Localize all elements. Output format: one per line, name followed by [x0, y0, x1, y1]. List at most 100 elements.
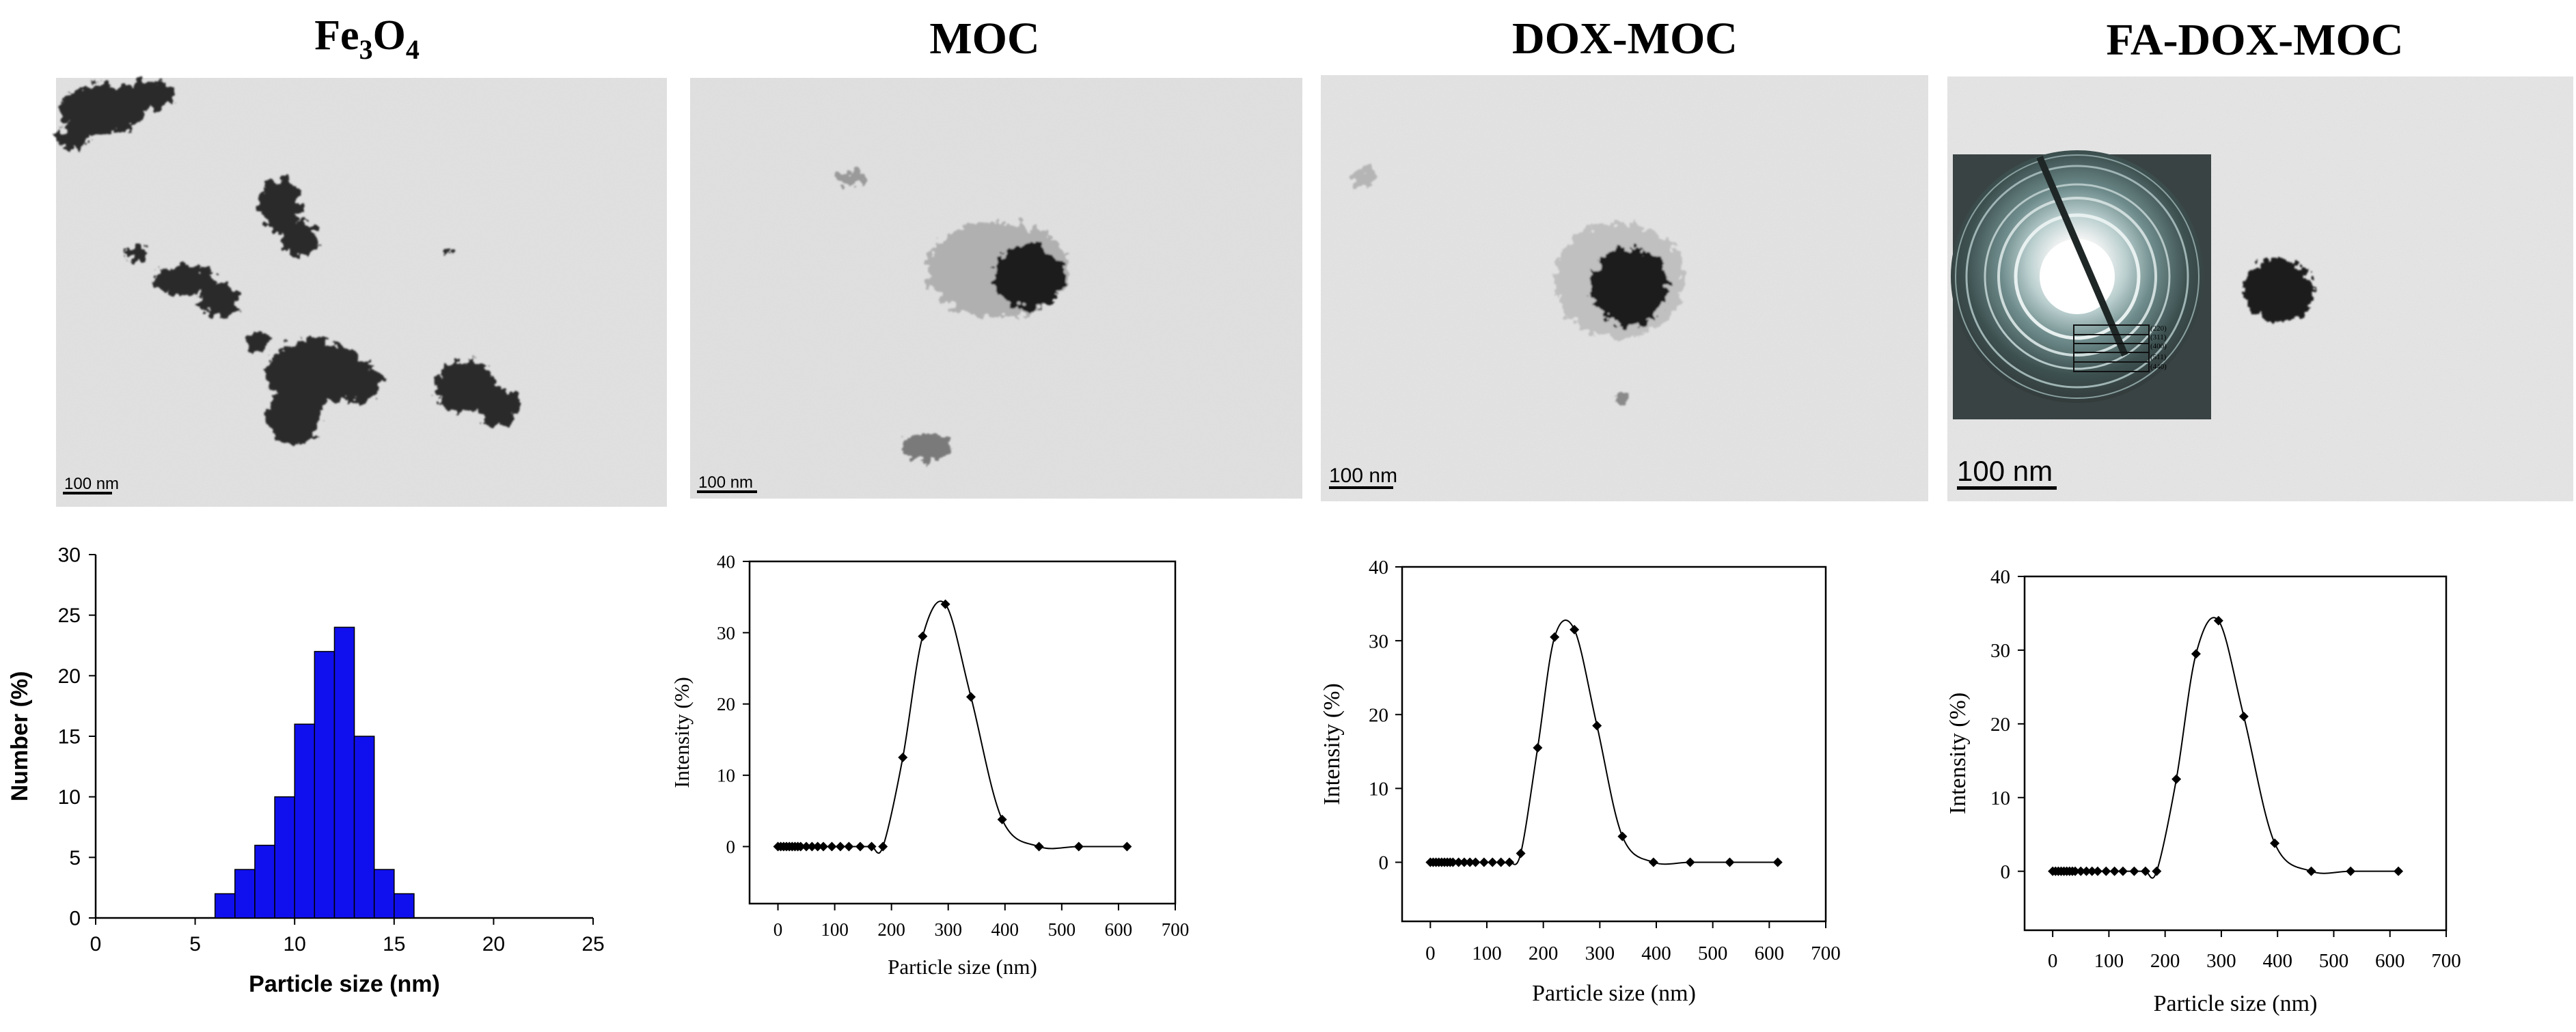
data-point: [2101, 866, 2111, 876]
scale-label-fa-dox-moc: 100 nm: [1957, 455, 2053, 487]
data-point: [844, 841, 854, 852]
histogram-bar: [394, 893, 415, 919]
data-point: [2152, 866, 2162, 876]
tem-image-moc: 100 nm: [690, 78, 1302, 499]
series-line: [778, 600, 1127, 854]
data-point: [2140, 866, 2150, 876]
data-point: [818, 841, 828, 852]
data-point: [965, 692, 976, 702]
y-tick-label: 10: [1369, 779, 1388, 800]
data-point: [2118, 866, 2128, 876]
x-tick-label: 500: [1048, 919, 1076, 940]
x-axis-label: Particle size (nm): [888, 955, 1037, 979]
y-tick-label: 10: [717, 766, 735, 786]
series-line: [2053, 617, 2399, 879]
data-point: [1617, 831, 1628, 841]
data-point: [2171, 774, 2182, 784]
x-tick-label: 100: [821, 919, 849, 940]
y-tick-label: 0: [69, 908, 81, 930]
series-line: [1430, 619, 1778, 865]
data-point: [1470, 857, 1481, 867]
x-tick-label: 5: [189, 933, 201, 956]
data-point: [1034, 841, 1044, 852]
histogram-bar: [214, 893, 236, 919]
y-axis-label: Intensity (%): [670, 677, 694, 788]
data-point: [801, 841, 812, 852]
x-tick-label: 0: [773, 919, 783, 940]
y-tick-label: 20: [1369, 704, 1388, 726]
data-point: [1516, 848, 1526, 859]
x-tick-label: 25: [581, 933, 604, 956]
data-point: [855, 841, 865, 852]
histogram-bar: [274, 796, 295, 919]
data-point: [2070, 866, 2081, 876]
histogram-bar: [353, 736, 375, 919]
histogram-bar: [234, 869, 256, 919]
data-point: [2394, 866, 2404, 876]
y-tick-label: 15: [58, 726, 81, 749]
y-tick-label: 40: [1990, 566, 2010, 588]
data-point: [1488, 857, 1498, 867]
data-point: [2129, 866, 2139, 876]
y-tick-label: 0: [2001, 861, 2011, 883]
x-tick-label: 0: [90, 933, 102, 956]
x-tick-label: 300: [2206, 950, 2236, 972]
histogram-bar: [254, 844, 275, 919]
x-tick-label: 500: [1698, 943, 1728, 964]
x-tick-label: 15: [383, 933, 405, 956]
x-axis-label: Particle size (nm): [1532, 981, 1696, 1006]
y-tick-label: 30: [717, 623, 735, 643]
y-tick-label: 0: [726, 837, 736, 857]
data-point: [807, 841, 817, 852]
tem-image-dox-moc: 100 nm: [1321, 75, 1928, 501]
data-point: [1685, 857, 1695, 867]
x-axis-label: Particle size (nm): [2154, 991, 2318, 1016]
data-point: [827, 841, 837, 852]
data-point: [1570, 624, 1580, 634]
data-point: [878, 841, 888, 852]
x-tick-label: 100: [1472, 943, 1502, 964]
y-tick-label: 40: [1369, 557, 1388, 578]
scale-label-moc: 100 nm: [698, 473, 753, 492]
data-point: [1592, 721, 1602, 731]
data-point: [1772, 857, 1783, 867]
y-tick-label: 5: [69, 847, 81, 869]
x-tick-label: 400: [1641, 943, 1671, 964]
data-point: [997, 814, 1007, 824]
y-tick-label: 20: [58, 665, 81, 688]
histogram-bar: [333, 626, 355, 919]
x-tick-label: 0: [2048, 950, 2058, 972]
x-tick-label: 700: [1162, 919, 1190, 940]
data-point: [835, 841, 845, 852]
data-point: [1465, 857, 1475, 867]
title-moc: MOC: [929, 14, 1039, 64]
scale-label-fe3o4: 100 nm: [64, 475, 119, 493]
tem-image-fe3o4: 100 nm: [55, 78, 667, 507]
y-axis-label: Intensity (%): [1319, 683, 1345, 805]
data-point: [2081, 866, 2092, 876]
data-point: [1533, 742, 1543, 753]
data-point: [2306, 866, 2316, 876]
data-point: [918, 631, 928, 641]
x-tick-label: 700: [2431, 950, 2461, 972]
y-tick-label: 30: [1369, 630, 1388, 652]
x-tick-label: 600: [2375, 950, 2405, 972]
data-point: [2238, 712, 2249, 722]
x-tick-label: 300: [1585, 943, 1615, 964]
data-point: [2213, 615, 2223, 626]
data-point: [898, 753, 908, 763]
y-tick-label: 20: [1990, 714, 2010, 736]
data-point: [1496, 857, 1506, 867]
data-point: [1122, 841, 1132, 852]
saed-label-511: (511): [2150, 353, 2167, 361]
plot-frame: [2023, 575, 2448, 932]
x-tick-label: 600: [1755, 943, 1785, 964]
y-tick-label: 20: [717, 694, 735, 714]
x-tick-label: 700: [1811, 943, 1841, 964]
data-point: [1725, 857, 1735, 867]
plot-frame: [1401, 566, 1827, 923]
x-tick-label: 400: [2262, 950, 2292, 972]
